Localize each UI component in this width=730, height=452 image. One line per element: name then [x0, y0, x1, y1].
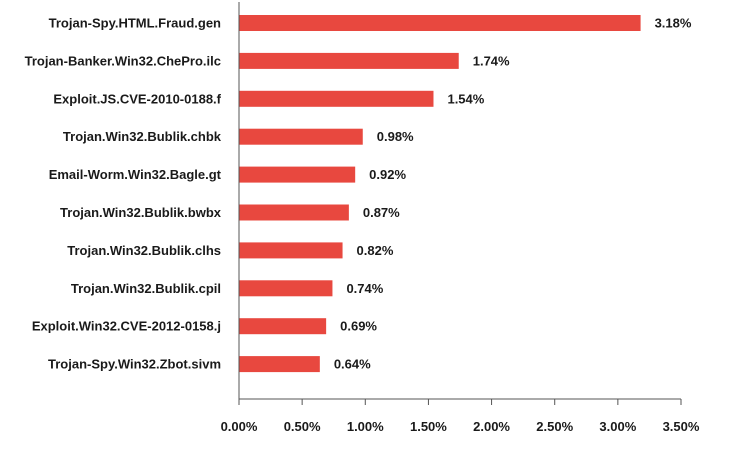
value-label: 0.82%: [357, 243, 394, 258]
x-axis: 0.00% 0.50% 1.00% 1.50% 2.00% 2.50% 3.00% 3.50%: [221, 2, 700, 434]
x-tick-label: 1.50%: [410, 419, 447, 434]
value-labels: 3.18% 1.74% 1.54% 0.98% 0.92% 0.87% 0.82% 0.74%…: [334, 16, 692, 372]
x-tick-label: 3.00%: [599, 419, 636, 434]
bar: [239, 242, 343, 259]
value-label: 0.87%: [363, 205, 400, 220]
bar: [239, 128, 363, 145]
bar: [239, 166, 356, 183]
category-label: Trojan-Spy.HTML.Fraud.gen: [49, 16, 221, 31]
x-tick-label: 1.00%: [347, 419, 384, 434]
category-label: Trojan.Win32.Bublik.cpil: [71, 281, 221, 296]
value-label: 3.18%: [655, 16, 692, 31]
x-tick-label: 3.50%: [663, 419, 700, 434]
value-label: 1.54%: [447, 91, 484, 106]
category-label: Trojan-Banker.Win32.ChePro.ilc: [25, 53, 221, 68]
value-label: 0.74%: [346, 281, 383, 296]
value-label: 0.92%: [369, 167, 406, 182]
value-label: 0.98%: [377, 129, 414, 144]
category-label: Exploit.Win32.CVE-2012-0158.j: [32, 319, 221, 334]
bar: [239, 280, 333, 297]
category-label: Trojan-Spy.Win32.Zbot.sivm: [48, 357, 221, 372]
category-label: Exploit.JS.CVE-2010-0188.f: [53, 91, 221, 106]
category-label: Trojan.Win32.Bublik.clhs: [67, 243, 221, 258]
bars-layer: [239, 15, 641, 373]
value-label: 0.64%: [334, 357, 371, 372]
value-label: 0.69%: [340, 319, 377, 334]
x-tick-label: 2.50%: [536, 419, 573, 434]
category-label: Trojan.Win32.Bublik.chbk: [63, 129, 222, 144]
x-tick-label: 0.50%: [284, 419, 321, 434]
value-label: 1.74%: [473, 53, 510, 68]
x-tick-label: 2.00%: [473, 419, 510, 434]
bar: [239, 204, 349, 221]
bar: [239, 52, 459, 69]
bar: [239, 356, 320, 373]
bar: [239, 318, 327, 335]
bar: [239, 15, 641, 31]
category-labels: Trojan-Spy.HTML.Fraud.gen Trojan-Banker.W…: [25, 16, 222, 372]
category-label: Trojan.Win32.Bublik.bwbx: [60, 205, 222, 220]
bar: [239, 90, 434, 107]
category-label: Email-Worm.Win32.Bagle.gt: [49, 167, 222, 182]
x-tick-label: 0.00%: [221, 419, 258, 434]
